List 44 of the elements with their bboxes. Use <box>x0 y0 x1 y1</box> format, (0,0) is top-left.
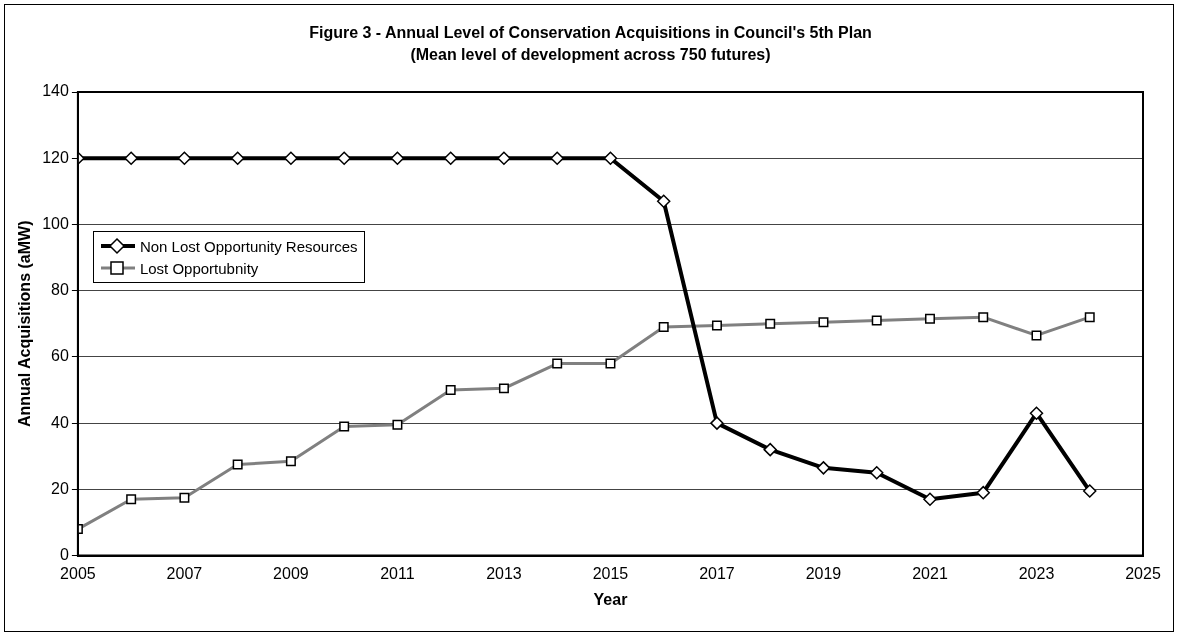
x-tick-label: 2011 <box>380 564 415 582</box>
x-tick-label: 2005 <box>60 564 96 582</box>
point <box>656 194 671 209</box>
point <box>230 151 245 165</box>
legend-label: Lost Opportubnity <box>139 259 259 277</box>
point <box>124 151 138 165</box>
x-tick-label: 2009 <box>273 564 309 582</box>
point <box>603 151 618 165</box>
x-tick-label: 2021 <box>912 564 948 582</box>
x-tick-label: 2025 <box>1125 564 1161 582</box>
y-tick-label: 40 <box>51 413 69 431</box>
point <box>763 442 777 457</box>
y-tick-label: 60 <box>51 347 69 365</box>
x-axis-title: Year <box>593 590 628 608</box>
y-axis-title: Annual Acquisitions (aMW) <box>16 220 34 428</box>
point <box>869 466 884 480</box>
point <box>390 151 405 165</box>
x-tick-label: 2023 <box>1018 564 1055 582</box>
point <box>816 461 831 475</box>
point <box>1082 484 1097 498</box>
legend-label: Non Lost Opportunity Resources <box>139 237 358 255</box>
point <box>337 151 351 165</box>
x-tick-label: 2017 <box>699 564 735 582</box>
x-tick-label: 2019 <box>805 564 842 582</box>
y-tick-label: 20 <box>51 479 69 497</box>
y-tick-label: 140 <box>42 82 69 100</box>
point <box>284 151 298 165</box>
y-tick-label: 0 <box>59 546 69 564</box>
y-tick-label: 120 <box>42 148 69 166</box>
point <box>177 151 192 165</box>
x-tick-label: 2015 <box>592 564 629 582</box>
point <box>923 492 937 507</box>
point <box>710 416 724 430</box>
chart-subtitle: (Mean level of development across 750 futures) <box>409 45 772 65</box>
point <box>976 485 990 500</box>
chart-title: Figure 3 - Annual Level of Conservation Acquisitions in Council's 5th Plan <box>308 23 873 43</box>
point <box>1029 406 1044 420</box>
point <box>550 151 564 165</box>
y-tick-label: 80 <box>51 281 69 299</box>
point <box>497 151 511 165</box>
y-tick-label: 100 <box>42 214 69 232</box>
x-tick-label: 2013 <box>486 564 522 582</box>
x-tick-label: 2007 <box>166 564 203 582</box>
point <box>443 151 458 165</box>
